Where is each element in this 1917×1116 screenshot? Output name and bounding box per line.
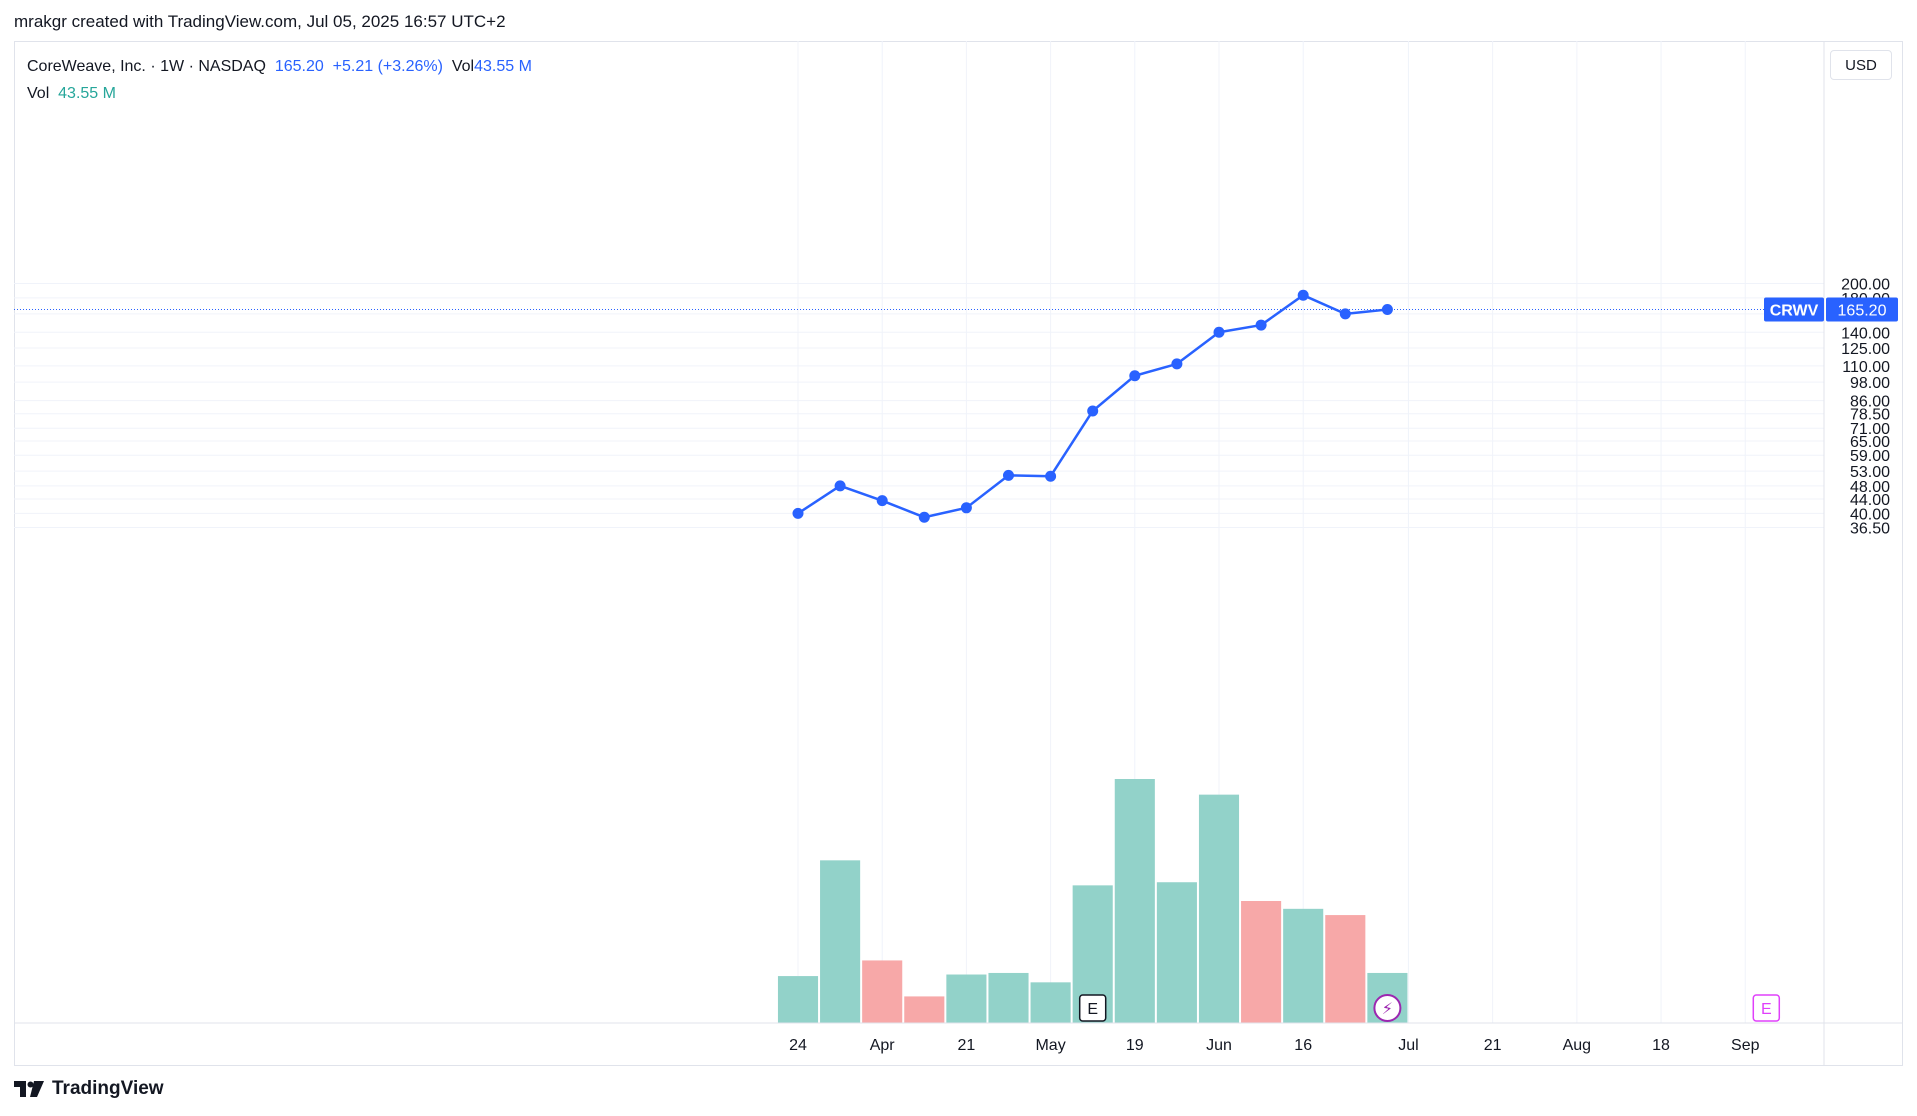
x-tick-label: Sep	[1731, 1037, 1760, 1054]
price-point	[876, 495, 888, 507]
y-tick-label: 86.00	[1850, 394, 1890, 411]
y-tick-label: 44.00	[1850, 492, 1890, 509]
x-tick-label: Aug	[1563, 1037, 1591, 1054]
symbol-tag-label: CRWV	[1770, 303, 1819, 320]
y-tick-label: 71.00	[1850, 421, 1890, 438]
legend-change: +5.21	[332, 58, 374, 75]
x-tick-label: May	[1035, 1037, 1065, 1054]
chart-legend: CoreWeave, Inc. · 1W · NASDAQ 165.20 +5.…	[27, 53, 532, 107]
price-line	[14, 289, 1824, 523]
volume-bar	[862, 960, 903, 1023]
symbol-tag	[1764, 297, 1824, 322]
chart-frame[interactable]	[14, 41, 1903, 1066]
volume-bar	[1156, 882, 1197, 1023]
legend-symbol-name[interactable]: CoreWeave, Inc.	[27, 58, 146, 75]
volume-bar	[1241, 901, 1282, 1023]
y-tick-label: 65.00	[1850, 434, 1890, 451]
legend-change-pct: (+3.26%)	[377, 58, 443, 75]
y-tick-label: 200.00	[1841, 277, 1890, 294]
grid	[14, 41, 1824, 1023]
price-point	[1087, 405, 1099, 417]
axes: 200.00180.00160.00140.00125.00110.0098.0…	[14, 41, 1903, 1066]
price-point	[960, 502, 972, 514]
earnings-marker-label: E	[1087, 1001, 1098, 1018]
legend-last-price: 165.20	[274, 58, 324, 75]
x-tick-label: Apr	[870, 1037, 896, 1054]
legend-vol-value: 43.55 M	[58, 85, 116, 102]
volume-bar	[1325, 915, 1366, 1023]
volume-bar	[1114, 779, 1155, 1023]
legend-volume-row: Vol 43.55 M	[27, 80, 532, 107]
price-point	[792, 507, 804, 519]
x-tick-label: 21	[958, 1037, 976, 1054]
attribution: mrakgr created with TradingView.com, Jul…	[14, 12, 506, 31]
last-price-tag-label: 165.20	[1838, 303, 1887, 320]
tradingview-brand: TradingView	[52, 1078, 164, 1099]
x-tick-label: 24	[789, 1037, 807, 1054]
y-tick-label: 78.50	[1850, 407, 1890, 424]
legend-interval: 1W	[160, 58, 185, 75]
price-point	[918, 511, 930, 523]
x-tick-label: Jul	[1398, 1037, 1418, 1054]
y-tick-label: 36.50	[1850, 520, 1890, 537]
y-tick-label: 98.00	[1850, 375, 1890, 392]
price-point	[1003, 469, 1014, 481]
legend-vol-label[interactable]: Vol	[27, 85, 50, 102]
x-tick-label: 18	[1652, 1037, 1670, 1054]
dividend-marker-icon: ⚡	[1382, 999, 1393, 1018]
chart-events: E ⚡ E	[1078, 994, 1781, 1022]
x-tick-label: Jun	[1206, 1037, 1232, 1054]
currency-button[interactable]: USD	[1830, 50, 1892, 80]
price-point	[834, 480, 846, 492]
volume-bar	[820, 860, 861, 1023]
volume-bar	[946, 974, 987, 1023]
y-tick-label: 140.00	[1841, 325, 1890, 342]
x-tick-label: 16	[1294, 1037, 1312, 1054]
y-tick-label: 53.00	[1850, 464, 1890, 481]
tradingview-logo-icon	[14, 1081, 44, 1097]
y-tick-label: 59.00	[1850, 448, 1890, 465]
volume-bar	[904, 996, 945, 1023]
last-price-tag	[1826, 297, 1898, 322]
y-tick-label: 40.00	[1850, 506, 1890, 523]
tradingview-logo[interactable]: TradingView	[14, 1078, 164, 1100]
legend-exchange: NASDAQ	[198, 58, 266, 75]
price-point	[1213, 326, 1225, 338]
earnings-marker	[1752, 994, 1781, 1022]
volume-bar	[777, 976, 819, 1023]
volume-histogram	[777, 779, 1408, 1023]
volume-bar	[1283, 908, 1324, 1023]
x-tick-label: 21	[1484, 1037, 1502, 1054]
x-tick-label: 19	[1126, 1037, 1144, 1054]
volume-bar	[1198, 794, 1240, 1023]
legend-vol-label-inline: Vol	[451, 58, 475, 75]
y-tick-label: 125.00	[1841, 341, 1890, 358]
price-point	[1297, 289, 1309, 301]
price-point	[1255, 319, 1267, 331]
earnings-marker-label: E	[1761, 1001, 1772, 1018]
price-point	[1045, 470, 1057, 482]
volume-bar	[1030, 982, 1071, 1023]
price-point	[1339, 308, 1351, 320]
volume-bar	[988, 972, 1029, 1023]
legend-vol-value-inline: 43.55 M	[474, 58, 532, 75]
price-point	[1171, 358, 1183, 370]
y-tick-label: 110.00	[1842, 359, 1890, 376]
legend-main-row: CoreWeave, Inc. · 1W · NASDAQ 165.20 +5.…	[27, 58, 532, 75]
earnings-marker	[1078, 994, 1107, 1022]
price-point	[1129, 370, 1141, 382]
price-point	[1381, 304, 1393, 316]
dividend-marker	[1373, 994, 1402, 1022]
y-tick-label: 48.00	[1850, 479, 1890, 496]
